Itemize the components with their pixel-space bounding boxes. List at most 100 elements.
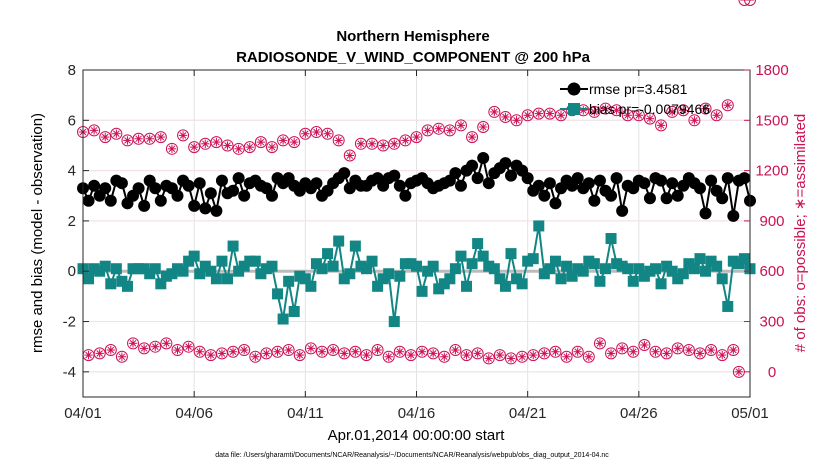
asterisk-stroke: [296, 351, 304, 359]
obs-assimilated-point: [145, 134, 154, 143]
obs-possible-point: [499, 110, 512, 123]
obs-assimilated-point: [517, 352, 527, 361]
asterisk-stroke: [385, 353, 393, 361]
bias-point: [199, 260, 211, 272]
bias-point: [433, 283, 445, 295]
asterisk-stroke: [279, 137, 287, 144]
obs-assimilated-point: [201, 139, 210, 148]
obs-assimilated-point: [640, 340, 649, 350]
obs-possible-point: [243, 141, 256, 154]
obs-assimilated-point: [278, 136, 288, 145]
bias-point: [472, 238, 484, 250]
bias-point: [394, 270, 406, 282]
obs-possible-point: [643, 112, 656, 125]
obs-assimilated-point: [295, 350, 304, 360]
obs-possible-point: [93, 347, 106, 360]
asterisk-stroke: [713, 111, 720, 119]
obs-assimilated-point: [184, 342, 193, 351]
asterisk-stroke: [691, 117, 698, 124]
bias-point: [88, 263, 100, 275]
asterisk-stroke: [541, 350, 548, 357]
rmse-point: [454, 179, 467, 192]
asterisk-stroke: [496, 351, 504, 359]
bias-point: [438, 278, 450, 290]
bias-point: [322, 248, 334, 260]
obs-assimilated-point: [623, 111, 632, 120]
bias-point: [205, 265, 217, 277]
asterisk-stroke: [502, 113, 509, 121]
rmse-point: [643, 192, 656, 205]
bias-point: [222, 273, 234, 285]
asterisk-stroke: [185, 343, 192, 350]
obs-assimilated-point: [217, 349, 227, 358]
asterisk-stroke: [213, 138, 220, 146]
bias-point: [188, 250, 200, 262]
x-axis-ticks: 04/01 04/06 04/11 04/16 04/21 04/26 05/01: [64, 70, 769, 422]
asterisk-stroke: [591, 108, 598, 116]
bias-point: [549, 255, 561, 267]
chart-title: Northern Hemisphere: [336, 28, 489, 45]
bias-point: [644, 265, 656, 277]
bias-point: [566, 270, 578, 282]
asterisk-stroke: [452, 346, 459, 354]
bias-point: [283, 275, 295, 287]
rmse-point: [727, 209, 740, 222]
bias-point: [666, 265, 678, 277]
obs-possible-point: [99, 131, 112, 144]
asterisk-stroke: [618, 345, 626, 352]
obs-assimilated-point: [167, 144, 177, 154]
bias-point: [305, 280, 317, 292]
asterisk-stroke: [491, 108, 498, 116]
rmse-point: [721, 172, 734, 185]
rmse-point: [638, 177, 651, 190]
rmse-point: [265, 189, 278, 202]
bias-point: [622, 263, 634, 275]
bias-point: [105, 278, 117, 290]
obs-assimilated-point: [328, 345, 338, 355]
asterisk-stroke: [96, 350, 103, 357]
bias-point: [494, 273, 506, 285]
rmse-point: [182, 179, 195, 192]
left-axis-label: rmse and bias (model - observation): [29, 113, 46, 353]
obs-assimilated-point: [228, 347, 238, 356]
asterisk-stroke: [201, 140, 209, 148]
rmse-point: [499, 157, 512, 170]
chart-subtitle: RADIOSONDE_V_WIND_COMPONENT @ 200 hPa: [236, 49, 591, 66]
bias-point: [177, 265, 189, 277]
rmse-point: [388, 169, 401, 182]
asterisk-stroke: [396, 348, 404, 356]
obs-possible-point: [438, 350, 451, 363]
obs-assimilated-point: [89, 126, 99, 135]
right-axis-label: # of obs: o=possible; ∗=assimilated: [792, 114, 809, 353]
asterisk-stroke: [607, 350, 615, 357]
obs-possible-point: [454, 119, 467, 132]
obs-assimilated-point: [239, 345, 249, 355]
obs-assimilated-point: [495, 350, 505, 360]
rmse-point: [138, 199, 151, 212]
obs-assimilated-point: [684, 345, 694, 355]
asterisk-stroke: [574, 348, 581, 356]
bias-point: [155, 278, 167, 290]
obs-possible-point: [177, 129, 190, 142]
obs-assimilated-point: [612, 106, 621, 115]
rmse-point: [204, 187, 217, 200]
obs-possible-point: [360, 349, 373, 362]
asterisk-stroke: [101, 133, 109, 141]
bias-point: [483, 260, 495, 272]
obs-assimilated-point: [251, 352, 260, 361]
rmse-point: [705, 174, 718, 187]
obs-possible-point: [149, 340, 162, 353]
obs-possible-point: [510, 114, 523, 127]
obs-possible-point: [249, 350, 262, 363]
obs-assimilated-point: [273, 347, 282, 356]
bias-point: [638, 270, 650, 282]
bias-point: [650, 263, 662, 275]
bias-point: [294, 270, 306, 282]
rmse-point: [716, 192, 729, 205]
asterisk-stroke: [513, 117, 520, 124]
obs-possible-point: [427, 347, 440, 360]
rmse-point: [738, 172, 751, 185]
obs-assimilated-point: [440, 352, 449, 361]
x-tick-label: 05/01: [731, 405, 769, 422]
bias-point: [733, 258, 745, 270]
